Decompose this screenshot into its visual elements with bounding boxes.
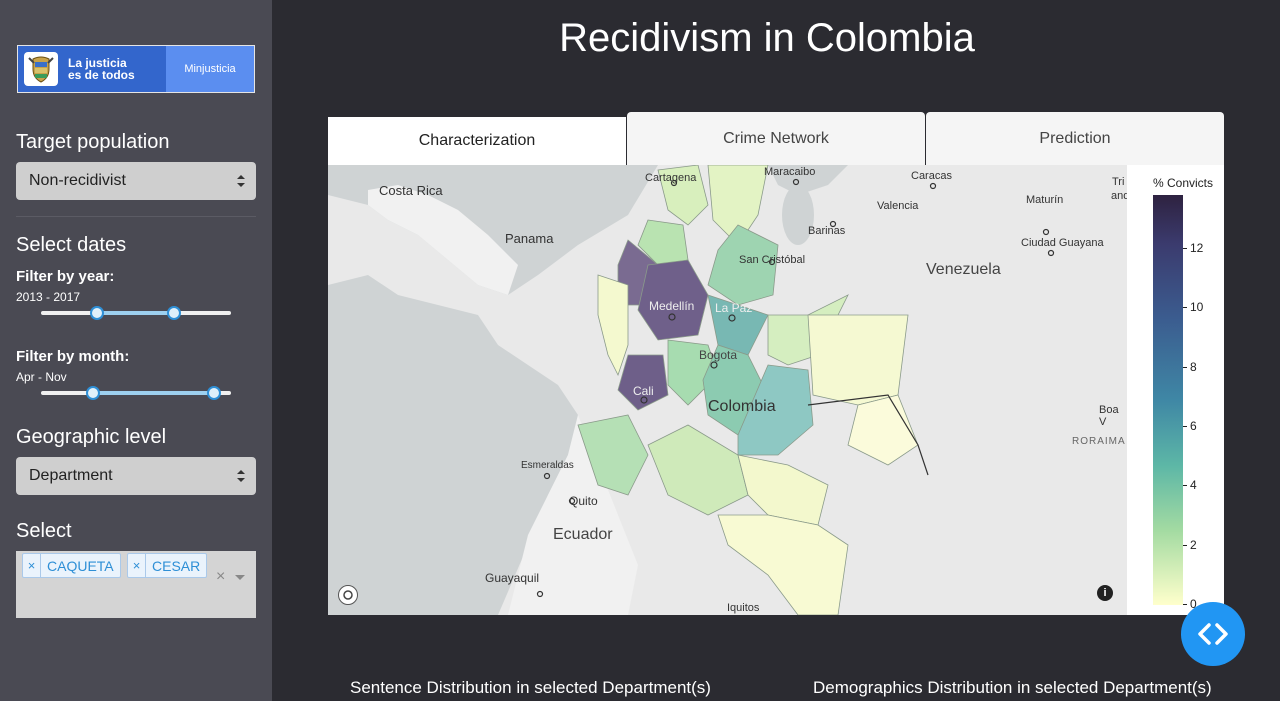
department-region[interactable] xyxy=(717,514,849,615)
map-label: Ciudad Guayana xyxy=(1021,237,1104,249)
map-label: and xyxy=(1111,190,1127,202)
target-population-title: Target population xyxy=(16,131,170,153)
map-label: Ecuador xyxy=(553,526,613,543)
divider xyxy=(16,216,256,217)
map-label: San Cristóbal xyxy=(739,254,806,266)
map-label: Maracaibo xyxy=(764,166,816,178)
year-slider-fill xyxy=(97,311,174,315)
target-population-value: Non-recidivist xyxy=(29,172,126,189)
page-title: Recidivism in Colombia xyxy=(559,16,975,60)
year-slider-start-handle[interactable] xyxy=(90,306,104,320)
logo-text-line2: es de todos xyxy=(68,68,135,82)
department-region[interactable] xyxy=(637,259,709,341)
remove-tag-icon[interactable]: × xyxy=(128,554,146,577)
legend-title: % Convicts xyxy=(1153,176,1214,190)
select-dates-title: Select dates xyxy=(16,234,127,256)
minjusticia-logo: La justicia es de todos Minjusticia xyxy=(17,45,255,93)
map-label: Panama xyxy=(505,231,554,246)
department-region[interactable] xyxy=(667,339,719,406)
remove-tag-icon[interactable]: × xyxy=(23,554,41,577)
legend-tick: 0 xyxy=(1190,597,1197,611)
map-label: Tri xyxy=(1112,176,1125,188)
year-slider-end-handle[interactable] xyxy=(167,306,181,320)
tab-crime-network[interactable]: Crime Network xyxy=(627,112,925,165)
department-region[interactable] xyxy=(707,294,769,356)
department-region[interactable] xyxy=(807,314,909,406)
department-region[interactable] xyxy=(577,414,649,496)
legend-tick: 6 xyxy=(1190,419,1197,433)
department-region[interactable] xyxy=(657,165,709,226)
map-label: Bogota xyxy=(699,348,738,362)
month-slider-end-handle[interactable] xyxy=(207,386,221,400)
legend-tick: 4 xyxy=(1190,478,1197,492)
demographics-distribution-title: Demographics Distribution in selected De… xyxy=(813,678,1212,697)
map-label: Colombia xyxy=(708,398,776,415)
mapbox-logo-icon[interactable] xyxy=(338,585,358,605)
code-brackets-icon xyxy=(1198,623,1228,645)
geographic-level-title: Geographic level xyxy=(16,426,167,448)
logo-text-line1: La justicia xyxy=(68,56,127,70)
selected-tag: × CAQUETA xyxy=(22,553,121,578)
tag-label: CESAR xyxy=(152,557,201,574)
sidebar: La justicia es de todos Minjusticia Targ… xyxy=(0,0,272,701)
map-label: Quito xyxy=(569,494,598,508)
choropleth-map[interactable]: Costa Rica Panama Cartagena Maracaibo Ca… xyxy=(328,165,1127,615)
legend-colorbar xyxy=(1153,195,1183,605)
selected-tag: × CESAR xyxy=(127,553,208,578)
map-label: Valencia xyxy=(877,200,919,212)
sentence-distribution-title: Sentence Distribution in selected Depart… xyxy=(350,678,711,697)
department-region[interactable] xyxy=(617,354,669,411)
month-slider-start-handle[interactable] xyxy=(86,386,100,400)
legend-tick: 2 xyxy=(1190,538,1197,552)
map-label: Caracas xyxy=(911,170,952,182)
clear-all-icon[interactable]: × xyxy=(216,568,226,585)
department-multi-select[interactable]: × CAQUETA × CESAR × xyxy=(16,551,256,618)
map-label: Boa V xyxy=(1099,404,1119,428)
department-region[interactable] xyxy=(597,274,629,377)
tab-characterization[interactable]: Characterization xyxy=(328,117,626,165)
map-label: Costa Rica xyxy=(379,183,443,198)
map-label: Guayaquil xyxy=(485,571,540,585)
filter-year-label: Filter by year: xyxy=(16,268,115,285)
map-label: Venezuela xyxy=(926,261,1001,278)
map-label: Maturín xyxy=(1026,194,1064,206)
month-slider-fill xyxy=(93,391,214,395)
map-label: Cartagena xyxy=(645,172,697,184)
target-population-select[interactable]: Non-recidivist xyxy=(16,162,256,200)
filter-month-value: Apr - Nov xyxy=(16,370,67,384)
coat-of-arms-icon xyxy=(24,52,58,86)
filter-month-label: Filter by month: xyxy=(16,348,130,365)
department-region[interactable] xyxy=(737,364,814,456)
geographic-level-value: Department xyxy=(29,467,113,484)
code-toggle-button[interactable] xyxy=(1181,602,1245,666)
map-label: Iquitos xyxy=(727,602,760,614)
tag-label: CAQUETA xyxy=(47,557,114,574)
map-label: La Paz xyxy=(715,301,753,315)
select-arrows-icon xyxy=(237,470,245,482)
department-region[interactable] xyxy=(847,394,919,466)
select-arrows-icon xyxy=(237,175,245,187)
tab-prediction[interactable]: Prediction xyxy=(926,112,1224,165)
legend-tick: 10 xyxy=(1190,300,1204,314)
map-label: RORAIMA xyxy=(1072,436,1126,447)
year-range-slider[interactable] xyxy=(41,306,231,320)
map-label: Cali xyxy=(633,384,654,398)
legend-tick: 8 xyxy=(1190,360,1197,374)
color-legend: % Convicts 12 10 8 6 4 2 0 xyxy=(1127,165,1224,615)
select-title: Select xyxy=(16,520,72,542)
chevron-down-icon[interactable] xyxy=(235,575,245,580)
logo-brand: Minjusticia xyxy=(166,46,254,92)
map-label: Medellín xyxy=(649,299,695,313)
map-label: Barinas xyxy=(808,225,846,237)
filter-year-value: 2013 - 2017 xyxy=(16,290,81,304)
info-icon[interactable]: i xyxy=(1097,585,1113,601)
geographic-level-select[interactable]: Department xyxy=(16,457,256,495)
map-label: Esmeraldas xyxy=(521,460,574,471)
month-range-slider[interactable] xyxy=(41,386,231,400)
legend-tick: 12 xyxy=(1190,241,1204,255)
